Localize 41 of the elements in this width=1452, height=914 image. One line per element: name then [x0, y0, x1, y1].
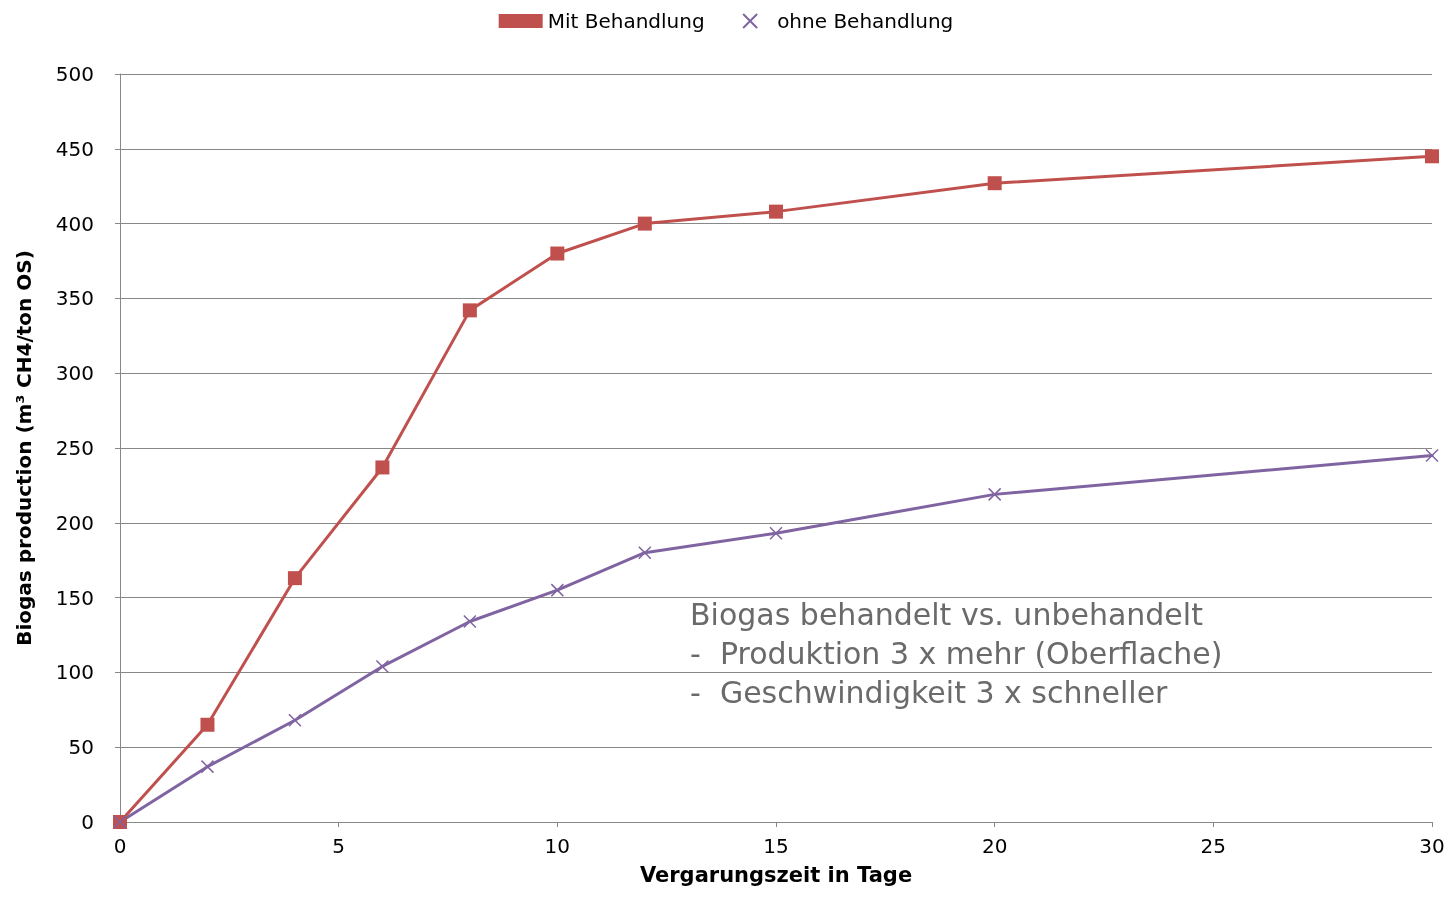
y-tick-label: 150 — [55, 585, 94, 610]
y-tick-label: 200 — [55, 510, 94, 535]
annotation: Biogas behandelt vs. unbehandelt - Produktion 3 x mehr (Oberflache) - Geschwindigkeit 3 x schneller — [690, 597, 1223, 710]
y-tick-label: 100 — [55, 660, 94, 685]
x-tick-label: 10 — [544, 834, 571, 858]
y-tick-label: 50 — [68, 735, 94, 760]
x-tick-label: 20 — [981, 834, 1008, 858]
point — [288, 713, 302, 728]
y-tick-label: 250 — [55, 436, 94, 460]
point — [375, 659, 390, 674]
x-tick-label: 0 — [113, 834, 127, 858]
point — [375, 460, 390, 475]
point — [1425, 149, 1439, 164]
y-tick-label: 400 — [55, 211, 94, 236]
point — [637, 216, 652, 231]
point — [1425, 448, 1439, 463]
point — [550, 246, 565, 261]
point — [769, 526, 783, 541]
legend-label: Mit Behandlung — [547, 9, 705, 33]
y-tick-label: 300 — [55, 361, 94, 386]
point — [769, 204, 783, 219]
legend-label: ohne Behandlung — [777, 9, 954, 33]
y-tick-label: 450 — [55, 136, 94, 161]
x-axis-title: Vergarungszeit in Tage — [639, 862, 913, 887]
point — [987, 176, 1002, 191]
point — [463, 614, 477, 629]
point — [550, 583, 565, 597]
y-tick-label: 350 — [55, 286, 94, 311]
x-tick-label: 15 — [763, 834, 789, 858]
point — [462, 303, 477, 318]
y-tick-label: 500 — [55, 62, 94, 86]
x-tick-label: 25 — [1200, 834, 1227, 858]
y-tick-label: 0 — [81, 810, 94, 834]
x-tick-label: 30 — [1419, 834, 1445, 858]
point — [638, 545, 652, 560]
point — [987, 487, 1002, 502]
point — [287, 571, 302, 586]
x-tick-label: 5 — [332, 834, 346, 858]
y-axis-title: Biogas production (m³ CH4/ton OS) — [12, 250, 36, 646]
point — [200, 717, 215, 732]
point — [200, 759, 215, 774]
